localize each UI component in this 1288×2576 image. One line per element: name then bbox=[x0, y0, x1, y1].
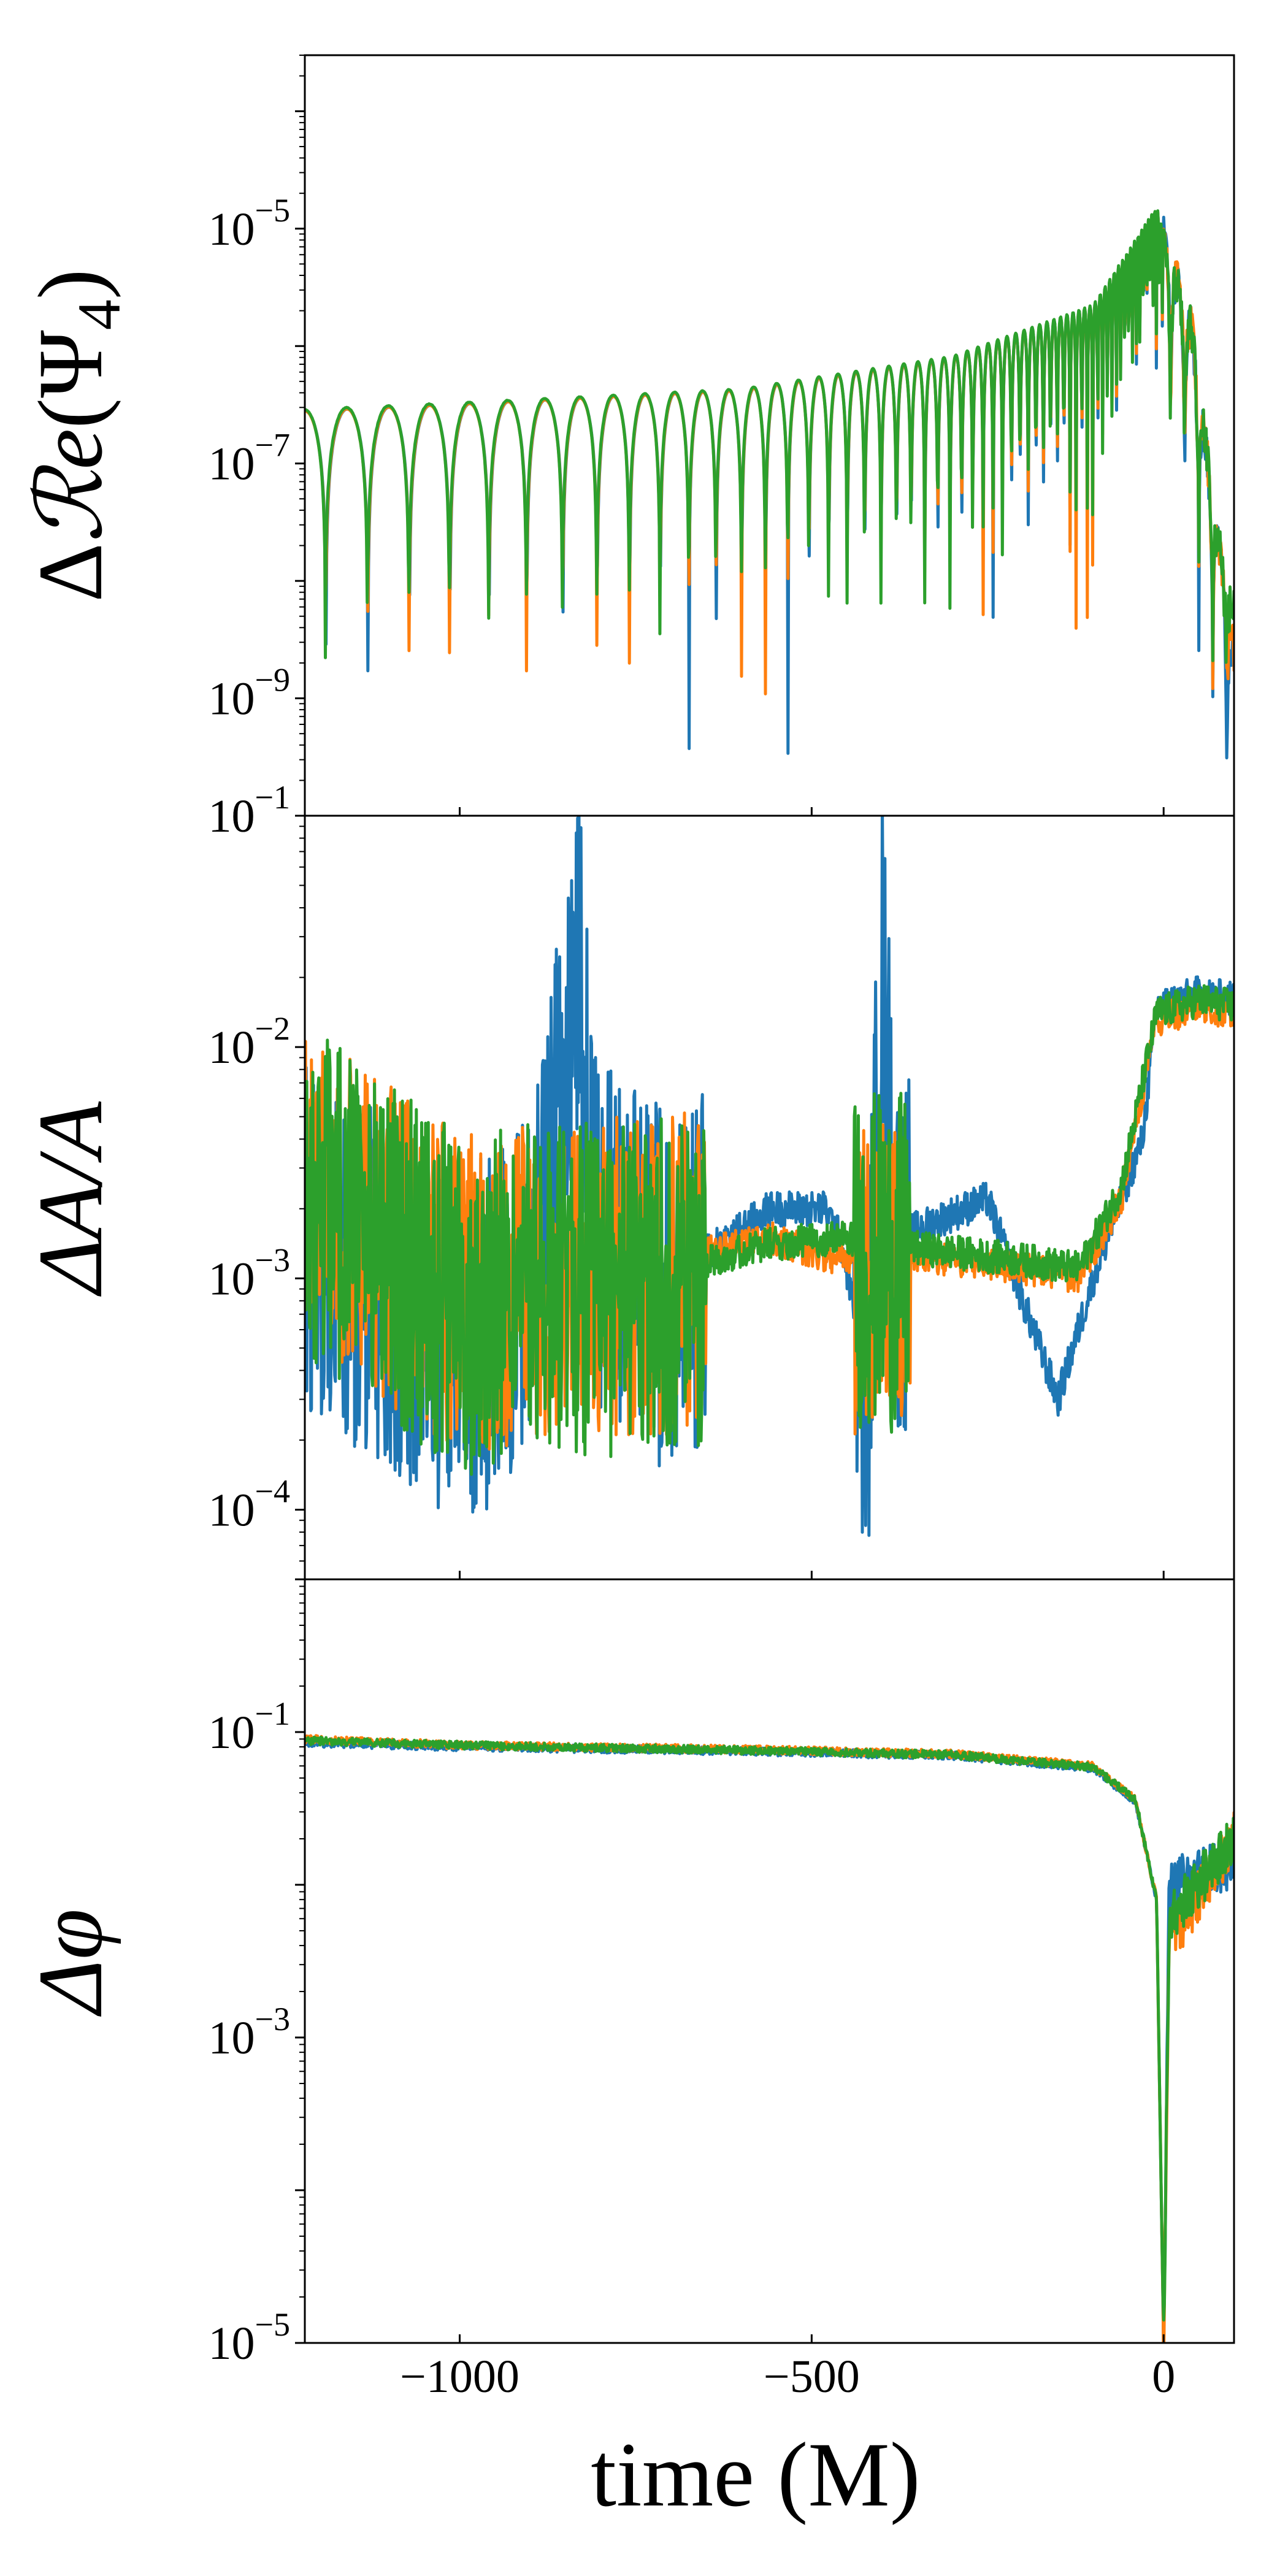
panel-phase-ytick-label: 10−5 bbox=[209, 2306, 290, 2369]
panel-amplitude: 10−4 10−3 10−2 10−1 ΔA/A bbox=[20, 779, 1235, 1581]
panel-phase-frame bbox=[304, 1578, 1235, 2344]
panel-re-psi4-bottom-cut-label: 10−1 bbox=[209, 779, 290, 842]
panel-phase-series-1-line bbox=[305, 1738, 1234, 2343]
panel-re-psi4-ytick-label: 10−5 bbox=[209, 192, 290, 255]
ylabel-re: ℛe bbox=[20, 429, 121, 543]
xtick-label: −1000 bbox=[400, 2351, 519, 2402]
panel-re-psi4-ytick-label: 10−9 bbox=[209, 662, 290, 725]
panel-phase-series-2-line bbox=[305, 1734, 1234, 2343]
ylabel-open: (Ψ bbox=[20, 330, 121, 429]
panel-phase-series bbox=[305, 1734, 1234, 2343]
ylabel-sub: 4 bbox=[65, 299, 133, 330]
xtick-label: 0 bbox=[1152, 2351, 1175, 2402]
panel-amplitude-series bbox=[305, 816, 1234, 1537]
ylabel-delta: Δ bbox=[20, 543, 121, 602]
xtick-label: −500 bbox=[764, 2351, 860, 2402]
panel-phase-series-3-line bbox=[305, 1735, 1234, 2322]
panel-phase-ytick-label: 10−1 bbox=[209, 1695, 290, 1758]
panel-amplitude-ytick-label: 10−3 bbox=[209, 1241, 290, 1305]
panel-phase-ticks: −1000 −500 0 10−5 10−3 10−1 bbox=[209, 1578, 1175, 2402]
panel-amplitude-ytick-label: 10−4 bbox=[209, 1473, 290, 1536]
ylabel-close: ) bbox=[20, 269, 121, 299]
ylabel-re-psi4: Δℛe(Ψ4) bbox=[20, 269, 133, 602]
panel-re-psi4: 10−9 10−7 10−5 10−1 Δℛe(Ψ4) bbox=[20, 54, 1235, 842]
panel-amplitude-ytick-label: 10−2 bbox=[209, 1010, 290, 1073]
panel-re-psi4-ticks: 10−9 10−7 10−5 10−1 bbox=[209, 55, 1165, 842]
ylabel-amplitude: ΔA/A bbox=[20, 1101, 121, 1297]
panel-amplitude-ytick-label: 10−1 bbox=[209, 779, 290, 842]
panel-amplitude-series-3-line bbox=[305, 984, 1234, 1476]
panel-phase: −1000 −500 0 10−5 10−3 10−1 Δφ bbox=[20, 1578, 1235, 2402]
ylabel-phase: Δφ bbox=[20, 1909, 121, 2017]
panel-re-psi4-series-1-line bbox=[305, 210, 1234, 760]
xlabel-time: time (M) bbox=[591, 2424, 920, 2526]
panel-re-psi4-series bbox=[305, 209, 1234, 760]
panel-amplitude-ticks: 10−4 10−3 10−2 10−1 bbox=[209, 779, 1165, 1580]
panel-re-psi4-series-3-line bbox=[305, 209, 1234, 664]
panel-re-psi4-ytick-label: 10−7 bbox=[209, 427, 290, 490]
panel-phase-ytick-label: 10−3 bbox=[209, 2001, 290, 2064]
